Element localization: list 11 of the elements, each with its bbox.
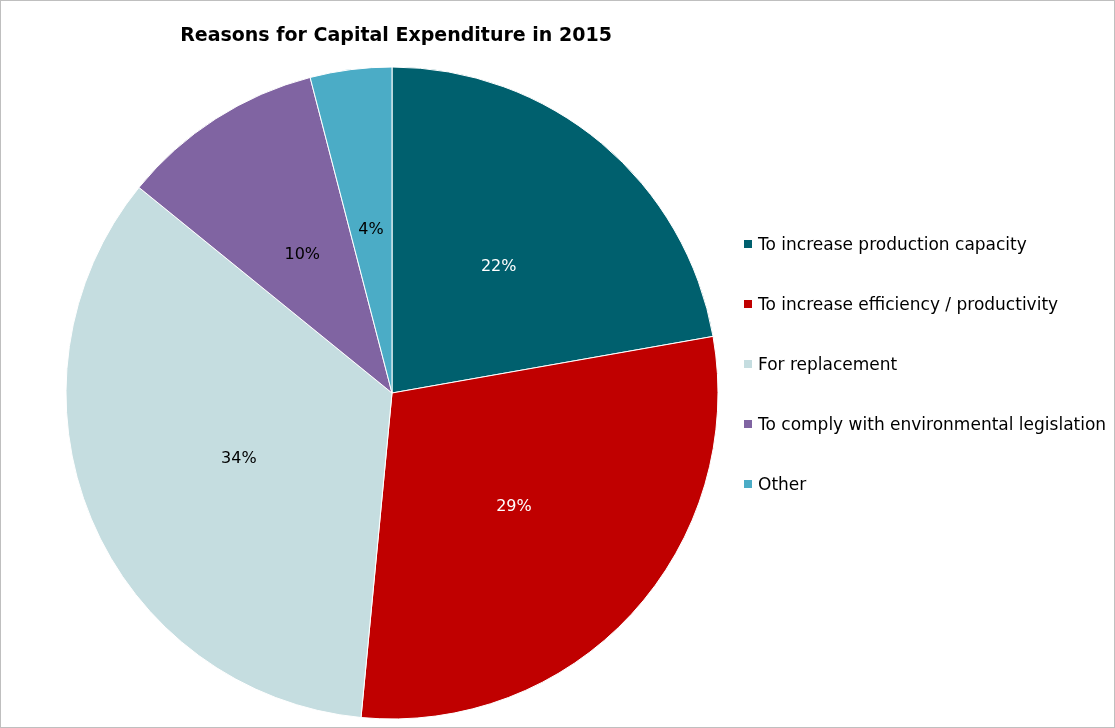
legend-label: Other — [758, 474, 807, 494]
legend-label: For replacement — [758, 354, 898, 374]
data-label: 4% — [358, 218, 384, 238]
legend-label: To increase production capacity — [757, 234, 1027, 254]
data-label: 22% — [480, 256, 517, 276]
data-label: 29% — [496, 496, 532, 516]
chart-title: Reasons for Capital Expenditure in 2015 — [180, 22, 612, 45]
data-label: 34% — [221, 447, 257, 467]
data-label: 10% — [284, 243, 321, 263]
legend-label: To increase efficiency / productivity — [757, 294, 1059, 314]
legend-label: To comply with environmental legislation — [757, 414, 1107, 434]
